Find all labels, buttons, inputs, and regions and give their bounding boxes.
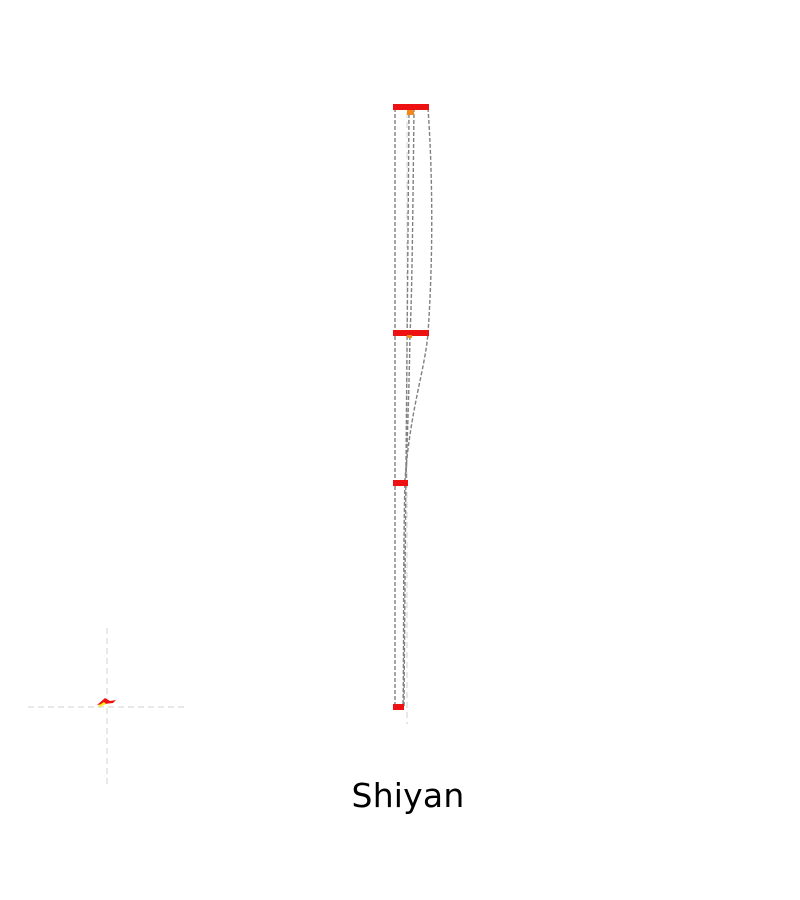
guide-lines [28,112,408,788]
edge-outer-right [402,107,433,708]
node-upper-middle-accent [407,335,412,338]
node-upper-middle[interactable] [393,330,429,336]
node-top-accent [407,110,414,115]
edges [394,107,433,708]
edge-inner-a [403,107,410,708]
diagram-caption: Shiyan [351,776,465,815]
flame-icon [97,698,116,707]
node-bottom[interactable] [393,704,404,710]
nodes [393,104,429,710]
node-lower-middle[interactable] [393,480,408,486]
node-top[interactable] [393,104,429,110]
